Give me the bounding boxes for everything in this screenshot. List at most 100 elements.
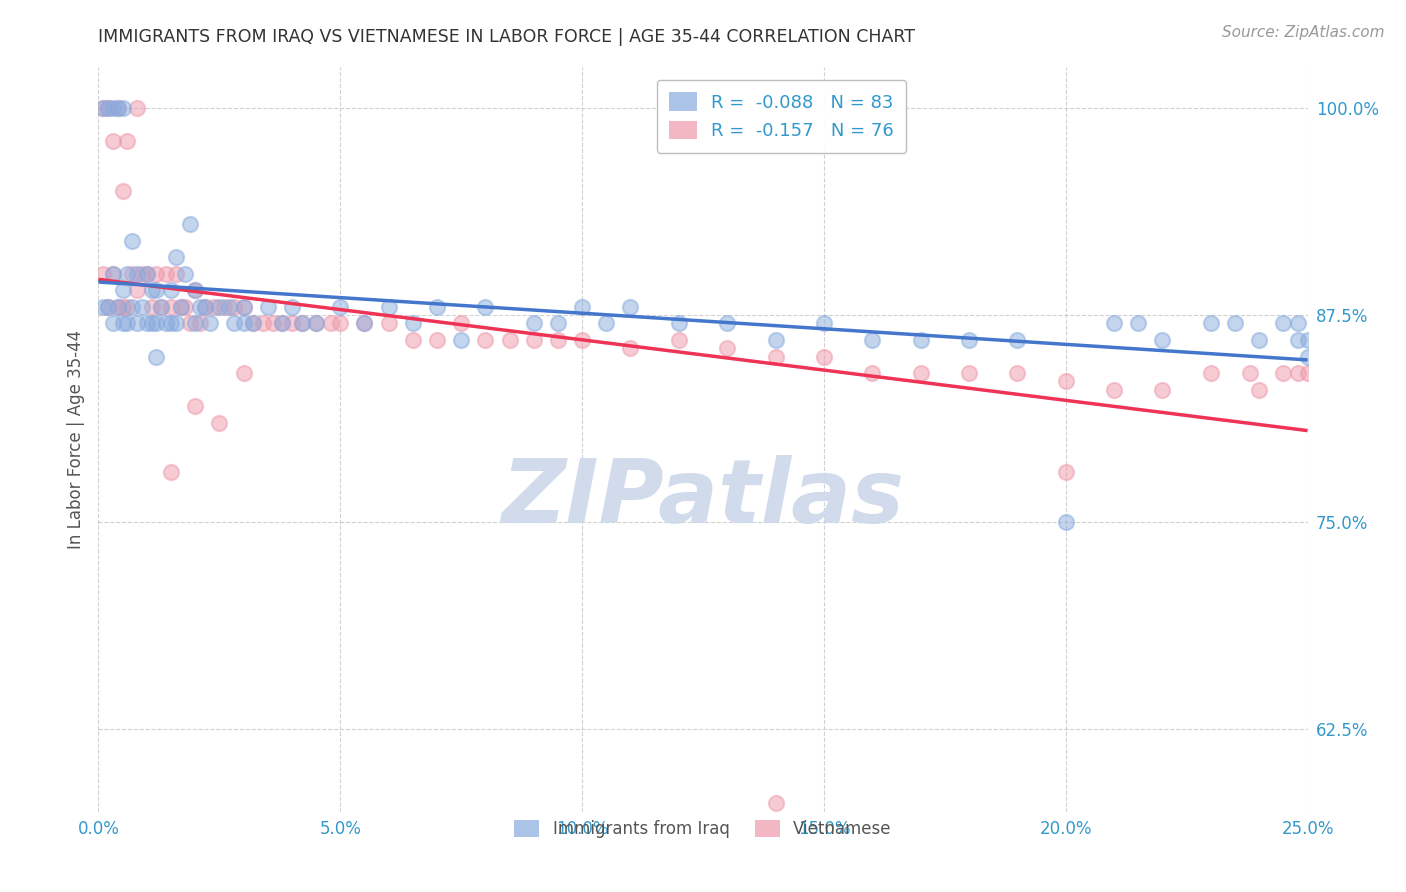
- Point: [571, 333, 593, 347]
- Point: [281, 317, 304, 331]
- Point: [107, 300, 129, 314]
- Point: [111, 184, 134, 198]
- Point: [179, 217, 201, 231]
- Point: [402, 333, 425, 347]
- Point: [107, 101, 129, 115]
- Point: [1249, 383, 1271, 397]
- Point: [957, 333, 980, 347]
- Point: [111, 101, 134, 115]
- Point: [97, 101, 120, 115]
- Point: [1102, 317, 1125, 331]
- Point: [547, 317, 569, 331]
- Point: [97, 300, 120, 314]
- Point: [262, 317, 284, 331]
- Point: [1199, 366, 1222, 380]
- Point: [329, 317, 352, 331]
- Point: [1152, 333, 1174, 347]
- Point: [169, 300, 191, 314]
- Point: [256, 300, 278, 314]
- Point: [155, 267, 177, 281]
- Point: [91, 101, 114, 115]
- Point: [910, 333, 932, 347]
- Point: [117, 300, 139, 314]
- Point: [155, 317, 177, 331]
- Point: [179, 317, 201, 331]
- Point: [474, 300, 496, 314]
- Legend: Immigrants from Iraq, Vietnamese: Immigrants from Iraq, Vietnamese: [508, 813, 898, 845]
- Point: [910, 366, 932, 380]
- Point: [212, 300, 235, 314]
- Point: [1102, 383, 1125, 397]
- Point: [271, 317, 294, 331]
- Text: IMMIGRANTS FROM IRAQ VS VIETNAMESE IN LABOR FORCE | AGE 35-44 CORRELATION CHART: IMMIGRANTS FROM IRAQ VS VIETNAMESE IN LA…: [98, 28, 915, 45]
- Point: [135, 267, 157, 281]
- Point: [141, 283, 163, 297]
- Point: [281, 300, 304, 314]
- Point: [1296, 350, 1319, 364]
- Point: [131, 267, 153, 281]
- Point: [957, 366, 980, 380]
- Point: [101, 134, 124, 148]
- Point: [1296, 333, 1319, 347]
- Point: [165, 267, 187, 281]
- Point: [222, 317, 245, 331]
- Point: [91, 300, 114, 314]
- Point: [1007, 333, 1029, 347]
- Point: [523, 317, 546, 331]
- Point: [97, 300, 120, 314]
- Point: [252, 317, 274, 331]
- Point: [111, 317, 134, 331]
- Point: [498, 333, 520, 347]
- Point: [184, 317, 207, 331]
- Point: [222, 300, 245, 314]
- Point: [184, 399, 207, 413]
- Point: [232, 300, 254, 314]
- Point: [426, 300, 449, 314]
- Point: [813, 317, 835, 331]
- Point: [91, 101, 114, 115]
- Point: [1296, 366, 1319, 380]
- Point: [107, 300, 129, 314]
- Point: [145, 283, 167, 297]
- Point: [765, 333, 787, 347]
- Point: [1249, 333, 1271, 347]
- Y-axis label: In Labor Force | Age 35-44: In Labor Force | Age 35-44: [66, 330, 84, 549]
- Point: [218, 300, 240, 314]
- Point: [194, 300, 217, 314]
- Point: [668, 333, 690, 347]
- Point: [127, 317, 149, 331]
- Point: [242, 317, 264, 331]
- Point: [97, 101, 120, 115]
- Point: [426, 333, 449, 347]
- Point: [208, 416, 231, 430]
- Point: [619, 341, 641, 355]
- Point: [271, 317, 294, 331]
- Point: [450, 333, 472, 347]
- Point: [377, 317, 399, 331]
- Point: [1223, 317, 1246, 331]
- Point: [150, 300, 173, 314]
- Point: [127, 101, 149, 115]
- Point: [402, 317, 425, 331]
- Point: [121, 300, 143, 314]
- Point: [232, 366, 254, 380]
- Point: [150, 300, 173, 314]
- Point: [547, 333, 569, 347]
- Point: [141, 300, 163, 314]
- Point: [198, 317, 221, 331]
- Point: [353, 317, 375, 331]
- Point: [619, 300, 641, 314]
- Point: [1239, 366, 1261, 380]
- Point: [860, 366, 883, 380]
- Text: Source: ZipAtlas.com: Source: ZipAtlas.com: [1222, 25, 1385, 40]
- Point: [169, 300, 191, 314]
- Point: [174, 300, 197, 314]
- Point: [523, 333, 546, 347]
- Point: [127, 283, 149, 297]
- Point: [232, 300, 254, 314]
- Point: [450, 317, 472, 331]
- Point: [121, 234, 143, 248]
- Point: [117, 134, 139, 148]
- Point: [329, 300, 352, 314]
- Point: [595, 317, 617, 331]
